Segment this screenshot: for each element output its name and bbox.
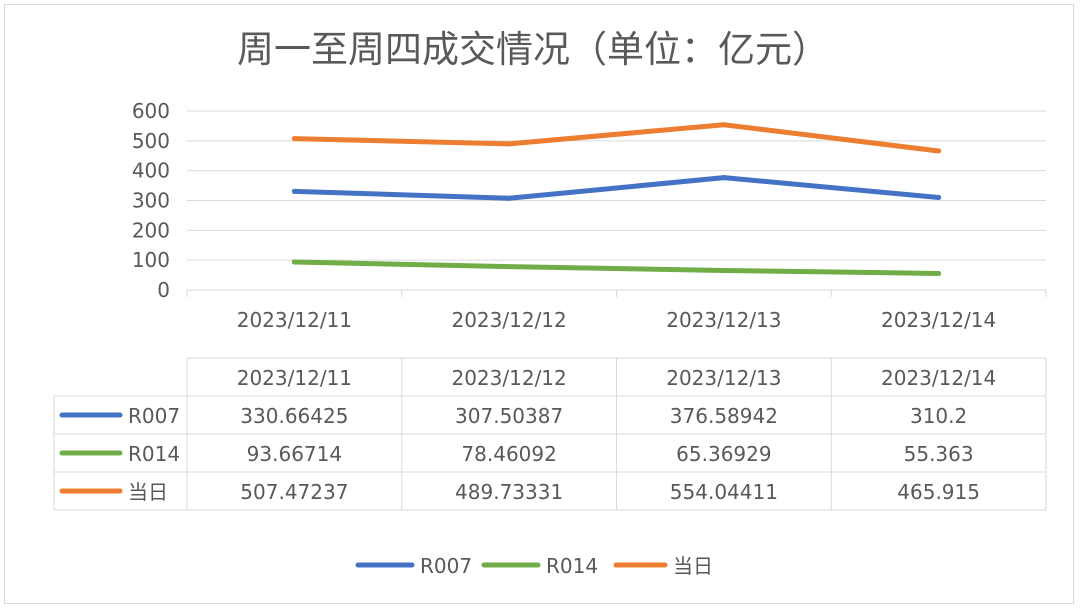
table-cell: 65.36929 [676, 442, 771, 466]
table-row-label: R007 [128, 404, 180, 428]
table-cell: 310.2 [910, 404, 967, 428]
legend-item: 当日 [613, 554, 713, 578]
table-header-cell: 2023/12/13 [666, 366, 781, 390]
series-line-R007 [291, 175, 942, 201]
table-header-cell: 2023/12/12 [451, 366, 566, 390]
y-tick-label: 300 [132, 189, 170, 213]
table-cell: 376.58942 [670, 404, 778, 428]
table-cell: 307.50387 [455, 404, 563, 428]
legend: R007 R014 当日 [355, 554, 713, 578]
data-point [936, 194, 942, 200]
data-point [936, 148, 942, 154]
x-tick-label: 2023/12/12 [451, 308, 566, 332]
data-point [721, 267, 727, 273]
table-cell: 507.47237 [240, 480, 348, 504]
table-cell: 554.04411 [670, 480, 778, 504]
data-point [936, 270, 942, 276]
table-cell: 93.66714 [247, 442, 342, 466]
table-row-label: 当日 [128, 480, 168, 504]
y-tick-label: 0 [157, 278, 170, 302]
table-cell: 78.46092 [461, 442, 556, 466]
table-row-label: R014 [128, 442, 180, 466]
series-line-R014 [291, 259, 942, 276]
series-line-当日 [291, 122, 942, 154]
series-lines [291, 122, 942, 276]
data-point [506, 264, 512, 270]
data-point [291, 136, 297, 142]
table-header-cell: 2023/12/14 [881, 366, 996, 390]
x-tick-label: 2023/12/14 [881, 308, 996, 332]
chart-title: 周一至周四成交情况（单位：亿元） [237, 28, 829, 71]
x-axis: 2023/12/11 2023/12/12 2023/12/13 2023/12/14 [186, 289, 1047, 332]
legend-label: R014 [546, 554, 598, 578]
data-point [721, 175, 727, 181]
x-tick-label: 2023/12/11 [237, 308, 352, 332]
y-tick-label: 400 [132, 159, 170, 183]
table-cell: 55.363 [904, 442, 974, 466]
table-header-cell: 2023/12/11 [237, 366, 352, 390]
table-cell: 330.66425 [240, 404, 348, 428]
data-point [291, 259, 297, 265]
x-tick-label: 2023/12/13 [666, 308, 781, 332]
y-tick-label: 100 [132, 248, 170, 272]
table-cell: 489.73331 [455, 480, 563, 504]
legend-label: R007 [420, 554, 472, 578]
data-table: 2023/12/11 2023/12/12 2023/12/13 2023/12/14… [53, 357, 1047, 511]
y-axis: 0 100 200 300 400 500 600 [132, 99, 170, 302]
y-tick-label: 200 [132, 218, 170, 242]
y-tick-label: 500 [132, 129, 170, 153]
data-point [291, 188, 297, 194]
legend-item: R014 [481, 554, 598, 578]
data-point [506, 195, 512, 201]
data-point [721, 122, 727, 128]
legend-label: 当日 [673, 554, 713, 578]
legend-item: R007 [355, 554, 472, 578]
chart-frame [4, 4, 1074, 604]
data-point [506, 141, 512, 147]
y-tick-label: 600 [132, 99, 170, 123]
table-cell: 465.915 [897, 480, 980, 504]
